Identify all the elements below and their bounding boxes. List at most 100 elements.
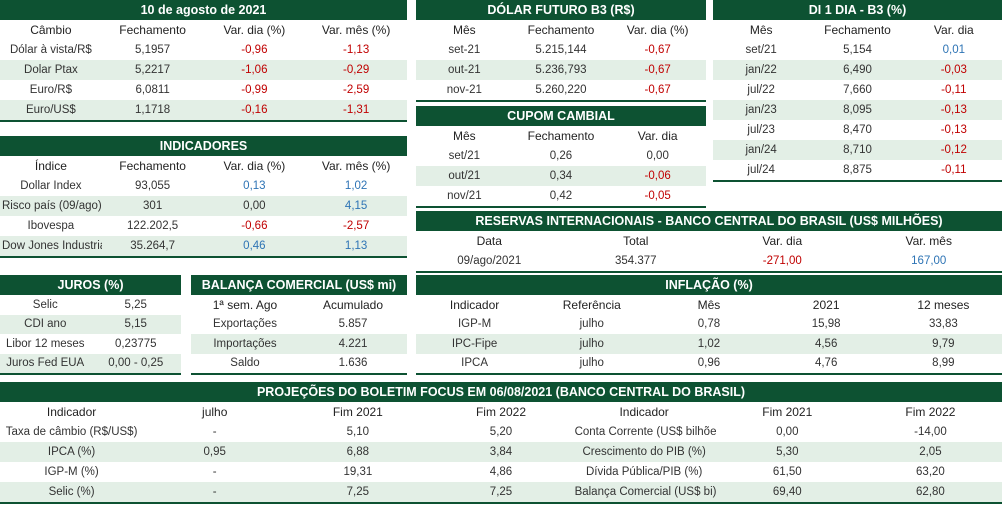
header-cell: Fechamento xyxy=(527,129,595,143)
header-cell: Var. mês (%) xyxy=(321,23,391,37)
table-row: jan/22 6,490 -0,03 xyxy=(713,60,1002,80)
data-table: Mês Fechamento Var. dia set/21 5,154 0,01 jan/… xyxy=(713,20,1002,180)
cell: 5,20 xyxy=(489,426,513,438)
cell: 93,055 xyxy=(135,180,171,192)
cell: Taxa de câmbio (R$/US$) xyxy=(5,426,138,438)
header-cell: Var. dia (%) xyxy=(223,159,286,173)
cell: 5,15 xyxy=(90,314,181,334)
cell: 1.636 xyxy=(338,357,368,370)
cell: 5.215,144 xyxy=(535,44,587,56)
table-row: Euro/US$ 1,1718 -0,16 -1,31 xyxy=(0,100,407,120)
cell: -0,13 xyxy=(940,124,967,136)
cell: Conta Corrente (US$ bilhões) xyxy=(574,426,716,438)
cell: Saldo xyxy=(230,357,260,370)
data-table: Selic 5,25 CDI ano 5,15 Libor 12 meses 0,2377… xyxy=(0,295,181,373)
cell: 09/ago/2021 xyxy=(457,255,522,267)
table-title: RESERVAS INTERNACIONAIS - BANCO CENTRAL … xyxy=(416,211,1002,231)
cell: 4,15 xyxy=(305,196,407,216)
cell: Selic (%) xyxy=(0,482,144,502)
header-row: 1ª sem. Ago Acumulado xyxy=(191,295,407,315)
cell: 5,25 xyxy=(124,298,147,311)
table-block: INDICADORES Índice Fechamento Var. dia (%) V… xyxy=(0,136,407,258)
data-table: Mês Fechamento Var. dia set/21 0,26 0,00 out/2… xyxy=(416,126,706,206)
cell: 301 xyxy=(101,196,204,216)
table-block: BALANÇA COMERCIAL (US$ mi) 1ª sem. Ago Acu… xyxy=(191,275,407,375)
cell: 0,01 xyxy=(942,44,966,56)
cell: -0,96 xyxy=(241,44,268,56)
table-block: 10 de agosto de 2021 Câmbio Fechamento Var.… xyxy=(0,0,407,122)
cell: -0,05 xyxy=(644,190,671,202)
cell: 8,095 xyxy=(809,100,906,120)
cell: jan/24 xyxy=(713,140,810,160)
header-cell: 2021 xyxy=(812,297,840,312)
cell: out/21 xyxy=(416,166,513,186)
header-cell: 12 meses xyxy=(917,297,970,312)
cell: Risco país (09/ago) xyxy=(0,196,102,216)
table-block: RESERVAS INTERNACIONAIS - BANCO CENTRAL … xyxy=(416,211,1002,273)
cell: IGP-M (%) xyxy=(44,466,99,478)
header-cell: Var. mês xyxy=(905,234,952,248)
cell: 5.260,220 xyxy=(535,84,587,96)
cell: 8,99 xyxy=(932,357,955,370)
header-cell: Fim 2021 xyxy=(762,405,813,419)
header-row: Índice Fechamento Var. dia (%) Var. mês (%) xyxy=(0,156,407,176)
table-row: IGP-M julho 0,78 15,98 33,83 xyxy=(416,315,1002,335)
cell: 69,40 xyxy=(715,482,859,502)
cell: 4,56 xyxy=(767,334,885,354)
header-cell: Var. dia (%) xyxy=(223,23,286,37)
header-cell: Fechamento xyxy=(119,159,186,173)
header-cell: Mês xyxy=(697,297,721,312)
cell: 5.857 xyxy=(338,318,368,331)
header-cell: Índice xyxy=(34,159,67,173)
header-cell: julho xyxy=(202,405,228,419)
cell: 8,470 xyxy=(843,124,872,136)
header-cell: Mês xyxy=(749,23,773,37)
table-row: Dolar Ptax 5,2217 -1,06 -0,29 xyxy=(0,60,407,80)
table-row: Juros Fed EUA 0,00 - 0,25 xyxy=(0,353,181,373)
cell: 1,13 xyxy=(305,236,407,256)
cell: 33,83 xyxy=(928,318,958,331)
header-row: Data Total Var. dia Var. mês xyxy=(416,231,1002,251)
cell: -0,06 xyxy=(609,166,706,186)
table-row: Euro/R$ 6,0811 -0,99 -2,59 xyxy=(0,80,407,100)
table-row: nov/21 0,42 -0,05 xyxy=(416,186,706,206)
cell: 3,84 xyxy=(429,442,573,462)
header-cell: Indicador xyxy=(46,405,97,419)
table-row: out/21 0,34 -0,06 xyxy=(416,166,706,186)
table-row: out-21 5.236,793 -0,67 xyxy=(416,60,706,80)
cell: jul/23 xyxy=(747,124,775,136)
cell: set/21 xyxy=(745,44,777,56)
header-cell: Mês xyxy=(452,23,476,37)
cell: Dólar à vista/R$ xyxy=(9,44,92,56)
cell: -0,11 xyxy=(941,84,967,96)
cell: -0,03 xyxy=(905,60,1002,80)
cell: 0,46 xyxy=(203,236,306,256)
table-row: Saldo 1.636 xyxy=(191,354,407,374)
table-row: set-21 5.215,144 -0,67 xyxy=(416,40,706,60)
cell: - xyxy=(212,466,217,478)
cell: 0,00 xyxy=(776,426,799,438)
table-title: JUROS (%) xyxy=(0,275,181,295)
table-block: JUROS (%) Selic 5,25 CDI ano 5,15 Libor 12 me… xyxy=(0,275,181,375)
header-cell: Fechamento xyxy=(824,23,891,37)
cell: Balança Comercial (US$ bi) xyxy=(572,482,716,502)
cell: Juros Fed EUA xyxy=(0,353,91,373)
cell: 0,23775 xyxy=(114,337,157,350)
header-cell: Var. dia (%) xyxy=(626,23,689,37)
cell: 15,98 xyxy=(811,318,841,331)
cell: 4.221 xyxy=(299,334,407,354)
header-cell: Fim 2022 xyxy=(905,405,956,419)
cell: 5,30 xyxy=(715,442,859,462)
table-title: BALANÇA COMERCIAL (US$ mi) xyxy=(191,275,407,295)
cell: -0,67 xyxy=(644,84,671,96)
cell: jan/23 xyxy=(713,100,810,120)
header-cell: Fim 2022 xyxy=(475,405,526,419)
cell: -1,13 xyxy=(343,44,370,56)
data-table: Câmbio Fechamento Var. dia (%) Var. mês (%)… xyxy=(0,20,407,120)
table-row: Dow Jones Industrial 35.264,7 0,46 1,13 xyxy=(0,236,407,256)
header-row: Câmbio Fechamento Var. dia (%) Var. mês (%) xyxy=(0,20,407,40)
cell: -0,66 xyxy=(241,220,268,232)
cell: 167,00 xyxy=(911,255,947,267)
cell: 0,78 xyxy=(697,318,721,331)
header-cell: Var. dia xyxy=(933,23,974,37)
